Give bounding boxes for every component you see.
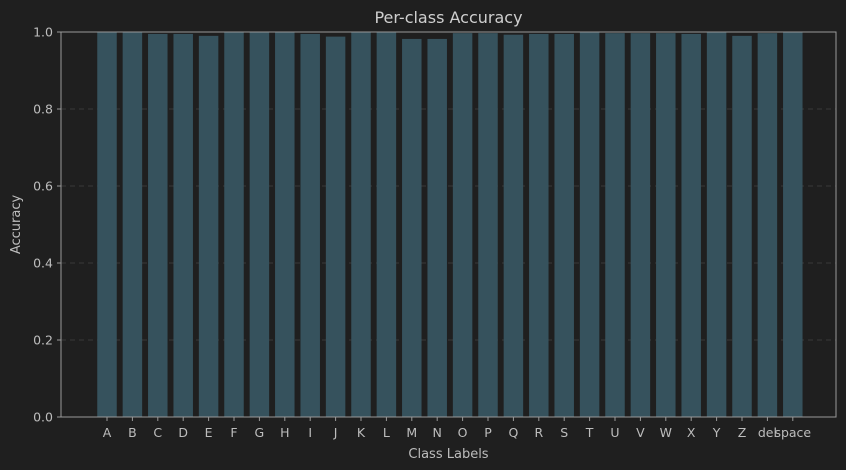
y-tick-label: 0.2: [33, 333, 53, 348]
x-tick-label-L: L: [383, 425, 390, 440]
bars: [97, 32, 803, 418]
x-axis-title: Class Labels: [408, 447, 488, 462]
x-tick-label-V: V: [636, 425, 645, 440]
chart-title: Per-class Accuracy: [374, 8, 522, 27]
x-tick-label-K: K: [357, 425, 366, 440]
x-tick-label-C: C: [153, 425, 162, 440]
bar-A: [97, 32, 117, 417]
bar-E: [198, 35, 219, 417]
x-tick-label-S: S: [560, 425, 568, 440]
x-tick-label-A: A: [103, 425, 112, 440]
x-tick-label-O: O: [458, 425, 468, 440]
x-tick-label-U: U: [610, 425, 619, 440]
x-tick-label-Z: Z: [738, 425, 747, 440]
bar-R: [529, 33, 549, 418]
bar-J: [325, 36, 346, 418]
bar-Y: [706, 32, 727, 417]
x-tick-label-F: F: [230, 425, 237, 440]
bar-W: [656, 33, 676, 417]
y-tick-label: 0.6: [33, 179, 53, 194]
y-axis-title: Accuracy: [9, 195, 24, 255]
bar-U: [605, 33, 625, 417]
bar-C: [148, 33, 168, 418]
y-tick-label: 1.0: [33, 25, 53, 40]
x-tick-label-T: T: [585, 425, 594, 440]
y-tick-label: 0.0: [33, 410, 53, 425]
x-tick-label-P: P: [484, 425, 492, 440]
plot-frame: [60, 31, 837, 418]
bar-I: [300, 33, 320, 418]
x-tick-label-J: J: [333, 425, 338, 440]
x-tick-label-M: M: [406, 425, 417, 440]
bar-D: [173, 33, 193, 418]
x-tick-label-X: X: [687, 425, 696, 440]
bar-space: [783, 32, 803, 417]
bar-X: [681, 33, 701, 418]
bar-T: [579, 32, 600, 417]
bar-G: [249, 32, 270, 417]
bar-L: [376, 32, 397, 417]
x-tick-label-D: D: [178, 425, 188, 440]
bar-Z: [732, 35, 752, 417]
x-tick-label-N: N: [433, 425, 442, 440]
bar-F: [224, 32, 244, 417]
x-tick-label-Y: Y: [712, 425, 721, 440]
x-tick-label-E: E: [205, 425, 213, 440]
bar-O: [452, 33, 473, 417]
bar-V: [630, 33, 651, 417]
bar-del: [757, 33, 778, 417]
x-tick-label-H: H: [280, 425, 289, 440]
x-tick-label-G: G: [255, 425, 265, 440]
bar-K: [351, 32, 371, 417]
y-tick-label: 0.8: [33, 102, 53, 117]
x-tick-label-W: W: [660, 425, 672, 440]
x-tick-label-space: space: [774, 425, 811, 440]
x-tick-label-del: del: [758, 425, 777, 440]
x-tick-label-R: R: [534, 425, 543, 440]
bar-S: [554, 33, 574, 418]
y-ticks: 0.0 0.2 0.4 0.6 0.8 1.0: [33, 25, 61, 425]
x-tick-label-Q: Q: [508, 425, 518, 440]
x-tick-label-I: I: [308, 425, 312, 440]
bar-N: [427, 38, 447, 418]
x-tick-label-B: B: [128, 425, 137, 440]
bar-H: [275, 32, 295, 417]
bar-Q: [503, 34, 524, 417]
bar-M: [402, 38, 422, 418]
y-tick-label: 0.4: [33, 256, 53, 271]
bar-B: [122, 32, 143, 417]
bar-P: [478, 33, 498, 417]
